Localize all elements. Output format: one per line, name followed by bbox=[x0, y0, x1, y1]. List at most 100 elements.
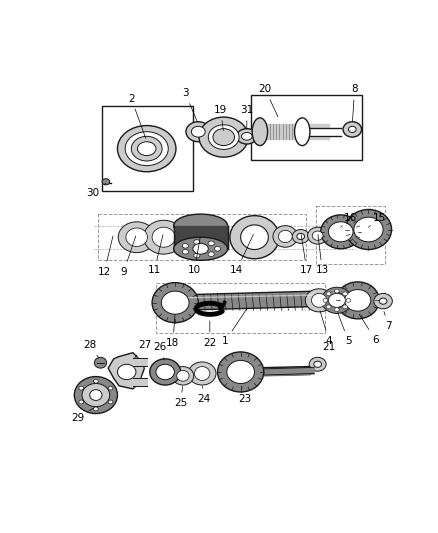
Ellipse shape bbox=[230, 216, 279, 259]
Text: 8: 8 bbox=[351, 84, 358, 121]
Ellipse shape bbox=[297, 233, 304, 239]
Ellipse shape bbox=[173, 237, 228, 260]
Ellipse shape bbox=[194, 240, 200, 244]
Ellipse shape bbox=[346, 298, 351, 302]
Ellipse shape bbox=[74, 377, 117, 414]
Ellipse shape bbox=[144, 220, 184, 254]
Bar bbox=[102, 106, 193, 191]
Ellipse shape bbox=[336, 282, 379, 319]
Ellipse shape bbox=[191, 126, 205, 137]
Ellipse shape bbox=[161, 291, 189, 314]
Ellipse shape bbox=[188, 362, 216, 385]
Ellipse shape bbox=[150, 359, 180, 385]
Ellipse shape bbox=[321, 287, 352, 313]
Ellipse shape bbox=[294, 118, 310, 146]
Ellipse shape bbox=[79, 386, 84, 390]
Ellipse shape bbox=[173, 214, 228, 237]
Text: 18: 18 bbox=[166, 314, 180, 348]
Text: 4: 4 bbox=[320, 311, 332, 346]
Ellipse shape bbox=[309, 357, 326, 371]
Text: 19: 19 bbox=[214, 105, 227, 131]
Text: 12: 12 bbox=[98, 236, 113, 277]
Ellipse shape bbox=[182, 244, 188, 248]
Ellipse shape bbox=[326, 292, 331, 296]
Ellipse shape bbox=[208, 241, 214, 246]
Ellipse shape bbox=[273, 225, 298, 247]
Ellipse shape bbox=[312, 231, 323, 240]
Text: 16: 16 bbox=[341, 213, 357, 227]
Text: 24: 24 bbox=[197, 386, 210, 404]
Ellipse shape bbox=[237, 128, 257, 144]
Ellipse shape bbox=[343, 305, 347, 309]
Ellipse shape bbox=[82, 384, 110, 407]
Ellipse shape bbox=[240, 225, 268, 249]
Ellipse shape bbox=[94, 357, 107, 368]
Ellipse shape bbox=[152, 227, 175, 247]
Text: 30: 30 bbox=[86, 183, 106, 198]
Ellipse shape bbox=[343, 122, 361, 137]
Ellipse shape bbox=[326, 305, 331, 309]
Text: 9: 9 bbox=[120, 236, 136, 277]
Text: 6: 6 bbox=[359, 314, 379, 345]
Ellipse shape bbox=[354, 217, 383, 242]
Text: 27: 27 bbox=[134, 340, 151, 358]
Ellipse shape bbox=[182, 249, 188, 254]
Ellipse shape bbox=[90, 390, 102, 400]
Text: 5: 5 bbox=[338, 313, 352, 346]
Ellipse shape bbox=[328, 294, 346, 308]
Ellipse shape bbox=[108, 386, 113, 390]
Ellipse shape bbox=[138, 142, 156, 156]
Text: 2: 2 bbox=[128, 94, 146, 139]
Text: 28: 28 bbox=[83, 340, 99, 358]
Polygon shape bbox=[108, 353, 145, 389]
Ellipse shape bbox=[117, 126, 176, 172]
Text: 15: 15 bbox=[368, 213, 386, 227]
Ellipse shape bbox=[335, 308, 339, 311]
Ellipse shape bbox=[241, 133, 252, 140]
Text: 17: 17 bbox=[300, 235, 314, 276]
Ellipse shape bbox=[131, 136, 162, 161]
Ellipse shape bbox=[323, 298, 328, 302]
Ellipse shape bbox=[218, 352, 264, 392]
Ellipse shape bbox=[94, 407, 98, 411]
Ellipse shape bbox=[193, 244, 208, 254]
Ellipse shape bbox=[307, 227, 328, 244]
Ellipse shape bbox=[379, 298, 387, 304]
Ellipse shape bbox=[208, 252, 214, 256]
Bar bbox=[156, 284, 325, 334]
Ellipse shape bbox=[227, 360, 254, 384]
Text: 20: 20 bbox=[259, 84, 278, 117]
Ellipse shape bbox=[345, 289, 371, 311]
Bar bbox=[251, 95, 362, 160]
Ellipse shape bbox=[305, 289, 333, 312]
Ellipse shape bbox=[94, 379, 98, 383]
Text: 21: 21 bbox=[320, 342, 336, 358]
Ellipse shape bbox=[117, 364, 136, 379]
Ellipse shape bbox=[126, 228, 148, 246]
Bar bbox=[316, 206, 385, 264]
Text: 7: 7 bbox=[384, 311, 392, 331]
Ellipse shape bbox=[279, 230, 292, 243]
Ellipse shape bbox=[172, 367, 194, 385]
Ellipse shape bbox=[252, 118, 268, 146]
Text: 22: 22 bbox=[203, 321, 216, 348]
Ellipse shape bbox=[328, 222, 353, 242]
Ellipse shape bbox=[152, 282, 198, 322]
Ellipse shape bbox=[346, 209, 392, 249]
Ellipse shape bbox=[79, 400, 84, 404]
Bar bbox=[98, 214, 306, 260]
Ellipse shape bbox=[199, 117, 248, 157]
Ellipse shape bbox=[311, 294, 327, 308]
Ellipse shape bbox=[156, 364, 174, 379]
Ellipse shape bbox=[213, 128, 234, 146]
Ellipse shape bbox=[194, 253, 200, 258]
Ellipse shape bbox=[335, 289, 339, 293]
Ellipse shape bbox=[186, 122, 211, 142]
Text: 23: 23 bbox=[239, 386, 252, 404]
Ellipse shape bbox=[208, 125, 239, 149]
Ellipse shape bbox=[343, 292, 347, 296]
Text: 1: 1 bbox=[222, 309, 247, 346]
Text: 26: 26 bbox=[153, 342, 166, 360]
Ellipse shape bbox=[194, 367, 210, 381]
Text: 31: 31 bbox=[240, 105, 254, 129]
